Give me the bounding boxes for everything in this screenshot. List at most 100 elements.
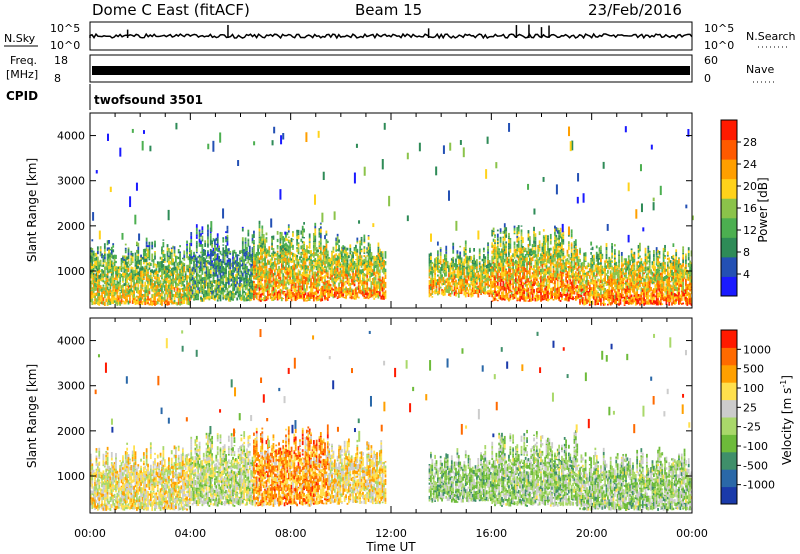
echo-cell (154, 252, 156, 256)
echo-cell (485, 268, 488, 270)
echo-cell (310, 292, 312, 297)
beam-label: Beam 15 (355, 1, 422, 19)
echo-cell (360, 248, 363, 250)
echo-cell (303, 284, 306, 288)
echo-cell (216, 247, 219, 252)
echo-cell (244, 297, 247, 302)
echo-cell (505, 227, 508, 232)
echo-cell (261, 298, 264, 301)
echo-cell (222, 237, 225, 240)
echo-cell (207, 237, 209, 240)
echo-cell (223, 257, 226, 262)
echo-cell (260, 265, 262, 270)
echo-cell (360, 280, 363, 283)
echo-cell (533, 268, 535, 271)
echo-cell (544, 258, 547, 262)
echo-cell (336, 233, 339, 237)
echo-cell (280, 247, 283, 251)
echo-cell (510, 295, 513, 298)
echo-cell (471, 277, 474, 281)
echo-cell (184, 273, 187, 276)
echo-cell (222, 258, 225, 261)
echo-cell (321, 266, 324, 270)
echo-cell (138, 262, 141, 265)
echo-cell (290, 271, 293, 275)
echo-cell (109, 277, 112, 281)
echo-cell (240, 296, 243, 301)
echo-cell (232, 287, 234, 292)
echo-cell (219, 292, 222, 295)
echo-cell (257, 266, 260, 268)
echo-cell (445, 268, 448, 272)
echo-cell (455, 266, 457, 271)
echo-cell (464, 284, 467, 287)
echo-cell (540, 275, 542, 280)
echo-cell (482, 275, 485, 280)
echo-cell (346, 288, 349, 290)
echo-cell (371, 271, 374, 273)
echo-cell (300, 238, 303, 242)
echo-cell (491, 232, 494, 237)
echo-cell (232, 294, 234, 299)
echo-cell (101, 297, 103, 300)
echo-cell (241, 256, 244, 260)
echo-cell (528, 248, 531, 252)
echo-cell (98, 291, 101, 293)
echo-cell (163, 275, 166, 280)
echo-cell (544, 255, 547, 259)
echo-cell (352, 260, 355, 263)
echo-cell (141, 287, 144, 290)
echo-cell (168, 280, 170, 284)
echo-cell (190, 249, 193, 253)
echo-cell (542, 290, 545, 295)
echo-cell (380, 257, 383, 261)
echo-cell (464, 275, 467, 279)
echo-cell (140, 254, 142, 258)
echo-cell (381, 257, 384, 260)
echo-cell (369, 271, 371, 273)
echo-cell (280, 263, 283, 268)
echo-cell (133, 275, 135, 279)
echo-cell (343, 288, 346, 290)
echo-cell (314, 271, 317, 276)
echo-cell (300, 277, 303, 282)
echo-cell (326, 275, 329, 279)
echo-cell (172, 272, 175, 277)
echo-cell (186, 240, 188, 244)
echo-cell (318, 259, 321, 261)
echo-cell (452, 256, 455, 260)
echo-cell (260, 254, 262, 256)
echo-cell (549, 233, 552, 238)
echo-cell (383, 291, 385, 296)
echo-cell (211, 250, 214, 254)
echo-cell (464, 293, 467, 298)
echo-cell (541, 278, 544, 282)
echo-cell (91, 276, 94, 280)
echo-cell (137, 299, 140, 303)
echo-cell (380, 262, 383, 267)
echo-cell (482, 291, 485, 295)
echo-cell (435, 259, 438, 264)
echo-cell (516, 265, 519, 269)
echo-cell (180, 269, 183, 273)
echo-cell (147, 300, 149, 303)
echo-cell (127, 265, 130, 268)
echo-cell (445, 289, 448, 293)
echo-cell (297, 270, 300, 273)
echo-cell (205, 274, 208, 277)
echo-cell (246, 296, 248, 300)
echo-cell (547, 287, 549, 291)
echo-cell (233, 261, 236, 265)
echo-cell (301, 271, 304, 275)
echo-cell (237, 264, 240, 267)
echo-cell (374, 256, 377, 258)
echo-cell (218, 250, 220, 253)
echo-cell (443, 292, 446, 296)
echo-cell (230, 291, 233, 295)
echo-cell (159, 293, 162, 295)
echo-cell (96, 279, 99, 285)
echo-cell (319, 228, 322, 233)
echo-cell (175, 281, 177, 285)
echo-cell (355, 288, 357, 293)
echo-cell (299, 295, 301, 298)
